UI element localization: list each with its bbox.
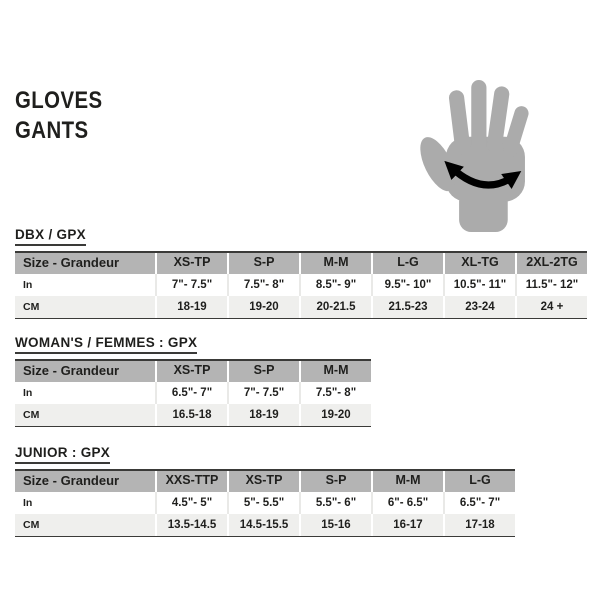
- table-cell: 19-20: [227, 296, 299, 318]
- column-header: L-G: [371, 253, 443, 274]
- table-cell: 13.5-14.5: [155, 514, 227, 536]
- row-label: In: [23, 497, 33, 509]
- column-header: M-M: [299, 253, 371, 274]
- table-cell: 6"- 6.5": [371, 492, 443, 514]
- section-dbx-gpx: DBX / GPX Size - Grandeur XS-TP S-P M-M …: [15, 226, 587, 319]
- row-label: In: [23, 279, 33, 291]
- table-row-inches: In 7"- 7.5" 7.5"- 8" 8.5"- 9" 9.5"- 10" …: [15, 274, 587, 296]
- size-column-header: Size - Grandeur: [23, 255, 120, 270]
- section-title: JUNIOR : GPX: [15, 445, 111, 464]
- table-cell: 24 +: [515, 296, 587, 318]
- table-cell: 7.5"- 8": [227, 274, 299, 296]
- column-header: L-G: [443, 471, 515, 492]
- table-row-cm: CM 13.5-14.5 14.5-15.5 15-16 16-17 17-18: [15, 514, 515, 537]
- table-cell: 7.5"- 8": [299, 382, 371, 404]
- table-header-row: Size - Grandeur XS-TP S-P M-M: [15, 359, 371, 382]
- column-header: M-M: [299, 361, 371, 382]
- table-cell: 7"- 7.5": [227, 382, 299, 404]
- table-row-cm: CM 16.5-18 18-19 19-20: [15, 404, 371, 427]
- column-header: XXS-TTP: [155, 471, 227, 492]
- hand-illustration: [402, 80, 577, 232]
- measure-arrow-icon: [444, 160, 522, 189]
- row-label: CM: [23, 409, 40, 421]
- page-title: GLOVES GANTS: [15, 86, 103, 146]
- column-header: M-M: [371, 471, 443, 492]
- table-row-inches: In 4.5"- 5" 5"- 5.5" 5.5"- 6" 6"- 6.5" 6…: [15, 492, 515, 514]
- table-cell: 7"- 7.5": [155, 274, 227, 296]
- table-cell: 18-19: [155, 296, 227, 318]
- section-title: DBX / GPX: [15, 227, 86, 246]
- table-cell: 14.5-15.5: [227, 514, 299, 536]
- table-cell: 9.5"- 10": [371, 274, 443, 296]
- table-cell: 10.5"- 11": [443, 274, 515, 296]
- table-cell: 21.5-23: [371, 296, 443, 318]
- size-table: Size - Grandeur XXS-TTP XS-TP S-P M-M L-…: [15, 469, 515, 537]
- column-header: XS-TP: [227, 471, 299, 492]
- column-header: S-P: [227, 253, 299, 274]
- size-column-header: Size - Grandeur: [23, 363, 120, 378]
- row-label: In: [23, 387, 33, 399]
- table-row-inches: In 6.5"- 7" 7"- 7.5" 7.5"- 8": [15, 382, 371, 404]
- page-title-en: GLOVES: [15, 87, 103, 114]
- column-header: 2XL-2TG: [515, 253, 587, 274]
- table-row-cm: CM 18-19 19-20 20-21.5 21.5-23 23-24 24 …: [15, 296, 587, 319]
- section-womans-gpx: WOMAN'S / FEMMES : GPX Size - Grandeur X…: [15, 334, 371, 427]
- size-table: Size - Grandeur XS-TP S-P M-M In 6.5"- 7…: [15, 359, 371, 427]
- table-header-row: Size - Grandeur XS-TP S-P M-M L-G XL-TG …: [15, 251, 587, 274]
- table-cell: 18-19: [227, 404, 299, 426]
- table-cell: 16-17: [371, 514, 443, 536]
- column-header: XS-TP: [155, 253, 227, 274]
- table-cell: 16.5-18: [155, 404, 227, 426]
- row-label: CM: [23, 301, 40, 313]
- table-cell: 11.5"- 12": [515, 274, 587, 296]
- table-cell: 8.5"- 9": [299, 274, 371, 296]
- table-cell: 4.5"- 5": [155, 492, 227, 514]
- hand-icon: [420, 80, 529, 232]
- section-title: WOMAN'S / FEMMES : GPX: [15, 335, 198, 354]
- size-column-header: Size - Grandeur: [23, 473, 120, 488]
- column-header: S-P: [227, 361, 299, 382]
- size-table: Size - Grandeur XS-TP S-P M-M L-G XL-TG …: [15, 251, 587, 319]
- column-header: XL-TG: [443, 253, 515, 274]
- table-cell: 17-18: [443, 514, 515, 536]
- hand-palm-shape: [420, 80, 529, 232]
- table-cell: 15-16: [299, 514, 371, 536]
- table-cell: 5"- 5.5": [227, 492, 299, 514]
- table-cell: 6.5"- 7": [155, 382, 227, 404]
- column-header: XS-TP: [155, 361, 227, 382]
- table-cell: 20-21.5: [299, 296, 371, 318]
- table-cell: 6.5"- 7": [443, 492, 515, 514]
- column-header: S-P: [299, 471, 371, 492]
- table-cell: 23-24: [443, 296, 515, 318]
- page-title-fr: GANTS: [15, 117, 89, 144]
- section-junior-gpx: JUNIOR : GPX Size - Grandeur XXS-TTP XS-…: [15, 444, 515, 537]
- table-cell: 19-20: [299, 404, 371, 426]
- row-label: CM: [23, 519, 40, 531]
- table-cell: 5.5"- 6": [299, 492, 371, 514]
- table-header-row: Size - Grandeur XXS-TTP XS-TP S-P M-M L-…: [15, 469, 515, 492]
